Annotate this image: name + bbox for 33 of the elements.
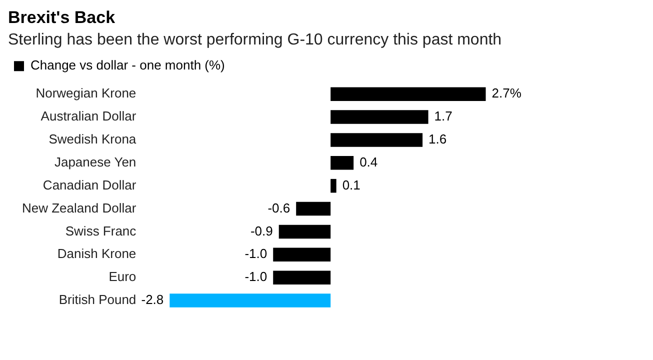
y-tick-label: Euro [108, 269, 136, 284]
y-tick-label: Swedish Krona [48, 132, 137, 147]
data-label: -1.0 [244, 246, 268, 262]
data-label: 1.6 [428, 132, 447, 147]
bar [296, 202, 331, 216]
y-tick-label: British Pound [58, 292, 136, 308]
data-label: -2.8 [141, 292, 164, 308]
chart-subtitle: Sterling has been the worst performing G-10 currency this past month [8, 31, 502, 48]
bar [273, 248, 331, 262]
bar [170, 294, 331, 308]
bar [330, 178, 336, 193]
data-label: -0.6 [268, 200, 290, 216]
data-label: 1.7 [434, 108, 452, 124]
y-tick-label: Australian Dollar [40, 108, 137, 124]
y-tick-label: Norwegian Krone [36, 86, 136, 101]
data-label: -0.9 [250, 223, 273, 238]
bar [330, 110, 428, 124]
chart-title: Brexit's Back [8, 8, 116, 27]
y-tick-label: Swiss Franc [65, 223, 137, 238]
data-label: 0.4 [360, 154, 378, 170]
bar [278, 224, 331, 239]
y-tick-label: New Zealand Dollar [22, 200, 137, 216]
bar [330, 156, 354, 170]
y-tick-label: Japanese Yen [54, 154, 136, 170]
legend-label: Change vs dollar - one month (%) [30, 58, 225, 73]
y-tick-label: Canadian Dollar [42, 177, 137, 192]
bar [330, 87, 486, 101]
bar [330, 133, 423, 147]
bar [273, 270, 331, 284]
data-label: -1.0 [244, 269, 268, 284]
data-label: 0.1 [342, 177, 360, 192]
data-label: 2.7% [492, 86, 522, 101]
y-tick-label: Danish Krone [57, 246, 136, 262]
